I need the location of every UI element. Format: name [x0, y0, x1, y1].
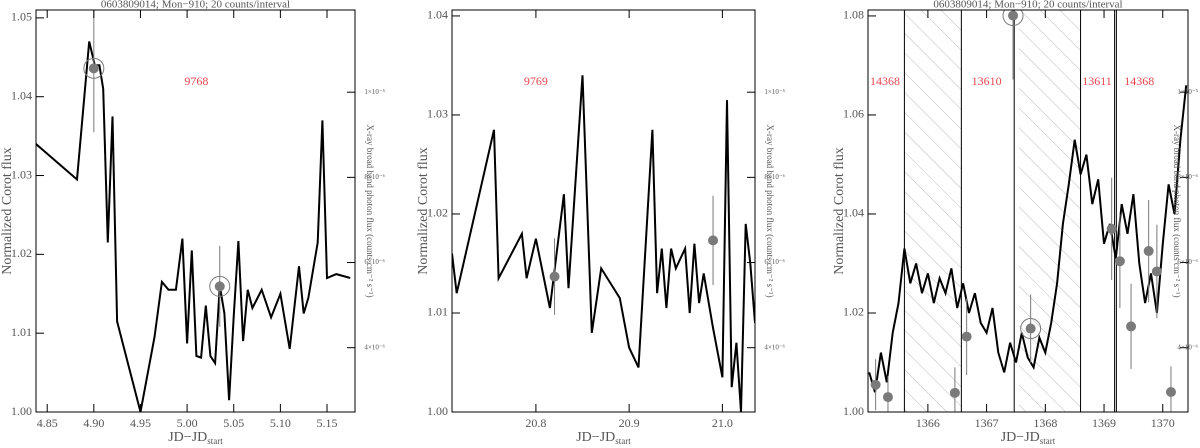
y2-tick-label: 4×10⁻⁶ — [1177, 343, 1198, 351]
xray-point — [882, 392, 893, 403]
xray-point — [1106, 223, 1117, 234]
x-axis-label-sub: start — [615, 436, 631, 446]
xray-point — [88, 63, 99, 74]
plot-area — [36, 10, 351, 412]
x-tick-label: 1366 — [916, 416, 940, 430]
y-tick-label: 1.02 — [843, 305, 864, 319]
ring — [1002, 10, 1024, 27]
y-tick-label: 1.00 — [427, 404, 448, 418]
x-tick-label: 1369 — [1092, 416, 1116, 430]
obsid-label: 13610 — [972, 74, 1002, 88]
obsid-label: 13611 — [1082, 74, 1112, 88]
ring — [209, 275, 231, 297]
x-axis-label: JD−JDstart — [168, 430, 223, 446]
y2-tick-label: 8×10⁻⁶ — [764, 173, 785, 181]
x-tick-label: 4.85 — [37, 416, 58, 430]
y-axis-label: Normalized Corot flux — [416, 147, 431, 275]
y-tick-label: 1.00 — [11, 404, 32, 418]
y-tick-label: 1.03 — [11, 167, 32, 181]
obsid-label: 14368 — [1124, 74, 1154, 88]
x-axis-label-sub: start — [207, 436, 223, 446]
y2-tick-label: 6×10⁻⁶ — [764, 258, 785, 266]
x-tick-label: 5.00 — [177, 416, 198, 430]
obsid-label: 14368 — [870, 74, 900, 88]
y-tick-label: 1.04 — [843, 206, 864, 220]
y2-axis-label: X-ray broad band photon flux (counts cm⁻… — [765, 124, 775, 297]
x-tick-label: 4.90 — [83, 416, 104, 430]
xray-point — [961, 331, 972, 342]
y-tick-label: 1.05 — [11, 10, 32, 24]
y2-tick-label: 4×10⁻⁶ — [764, 343, 785, 351]
x-tick-label: 20.9 — [619, 416, 640, 430]
x-tick-label: 5.05 — [223, 416, 244, 430]
xray-point — [1025, 323, 1036, 334]
plot-frame — [867, 9, 1189, 413]
xray-point — [1008, 10, 1019, 21]
y2-tick-label: 1×10⁻⁵ — [1177, 88, 1198, 96]
x-tick-label: 5.10 — [270, 416, 291, 430]
xray-point — [1114, 256, 1125, 267]
panel-title: 0603809014; Mon−910; 20 counts/interval — [933, 0, 1122, 11]
y-tick-label: 1.01 — [427, 305, 448, 319]
y-tick-label: 1.03 — [427, 107, 448, 121]
xray-point — [1151, 266, 1162, 277]
plot-area — [452, 75, 755, 412]
ring — [1020, 318, 1042, 340]
x-axis-label-main: JD−JD — [168, 430, 207, 445]
hatched-region — [904, 10, 962, 412]
plot-area — [868, 10, 1188, 412]
y-tick-label: 1.02 — [11, 246, 32, 260]
light-curve — [36, 41, 351, 412]
y2-tick-label: 1×10⁻⁵ — [764, 88, 785, 96]
xray-point — [870, 379, 881, 390]
xray-point — [549, 271, 560, 282]
xray-point — [214, 281, 225, 292]
y2-tick-label: 6×10⁻⁶ — [1177, 258, 1198, 266]
panel-title: 0603809014; Mon−910; 20 counts/interval — [101, 0, 290, 11]
x-axis-label-main: JD−JD — [1001, 430, 1040, 445]
x-axis-label-sub: start — [1040, 436, 1056, 446]
x-tick-label: 1370 — [1151, 416, 1175, 430]
y2-axis-label: X-ray broad band photon flux (counts cm⁻… — [1172, 124, 1182, 297]
xray-point — [1126, 321, 1137, 332]
x-tick-label: 5.15 — [317, 416, 338, 430]
x-axis-label-main: JD−JD — [576, 430, 615, 445]
xray-point — [1165, 386, 1176, 397]
ring — [83, 57, 105, 79]
y-tick-label: 1.08 — [843, 8, 864, 22]
y-axis-label: Normalized Corot flux — [832, 147, 847, 275]
x-tick-label: 1368 — [1033, 416, 1057, 430]
y-tick-label: 1.04 — [427, 8, 448, 22]
y2-tick-label: 1×10⁻⁵ — [364, 88, 385, 96]
hatched-region — [1018, 10, 1081, 412]
y2-axis-label: X-ray broad band photon flux (counts cm⁻… — [365, 124, 375, 297]
x-tick-label: 4.95 — [130, 416, 151, 430]
obsid-label: 9769 — [524, 74, 548, 88]
x-tick-label: 1367 — [975, 416, 999, 430]
y2-tick-label: 4×10⁻⁶ — [364, 343, 385, 351]
y-axis-label: Normalized Corot flux — [0, 147, 15, 275]
light-curve — [452, 75, 755, 412]
x-axis-label: JD−JDstart — [1001, 430, 1056, 446]
y-tick-label: 1.01 — [11, 325, 32, 339]
plot-frame — [35, 9, 356, 413]
obsid-label: 9768 — [184, 74, 208, 88]
y2-tick-label: 8×10⁻⁶ — [364, 173, 385, 181]
x-tick-label: 21.0 — [712, 416, 733, 430]
x-tick-label: 20.8 — [525, 416, 546, 430]
plot-frame — [451, 9, 756, 413]
xray-point — [949, 387, 960, 398]
y-tick-label: 1.00 — [843, 404, 864, 418]
y2-tick-label: 6×10⁻⁶ — [364, 258, 385, 266]
y-tick-label: 1.04 — [11, 88, 32, 102]
x-axis-label: JD−JDstart — [576, 430, 631, 446]
y-tick-label: 1.02 — [427, 206, 448, 220]
y2-tick-label: 8×10⁻⁶ — [1177, 173, 1198, 181]
xray-point — [1143, 246, 1154, 257]
xray-point — [708, 235, 719, 246]
light-curve — [868, 85, 1188, 393]
y-tick-label: 1.06 — [843, 107, 864, 121]
